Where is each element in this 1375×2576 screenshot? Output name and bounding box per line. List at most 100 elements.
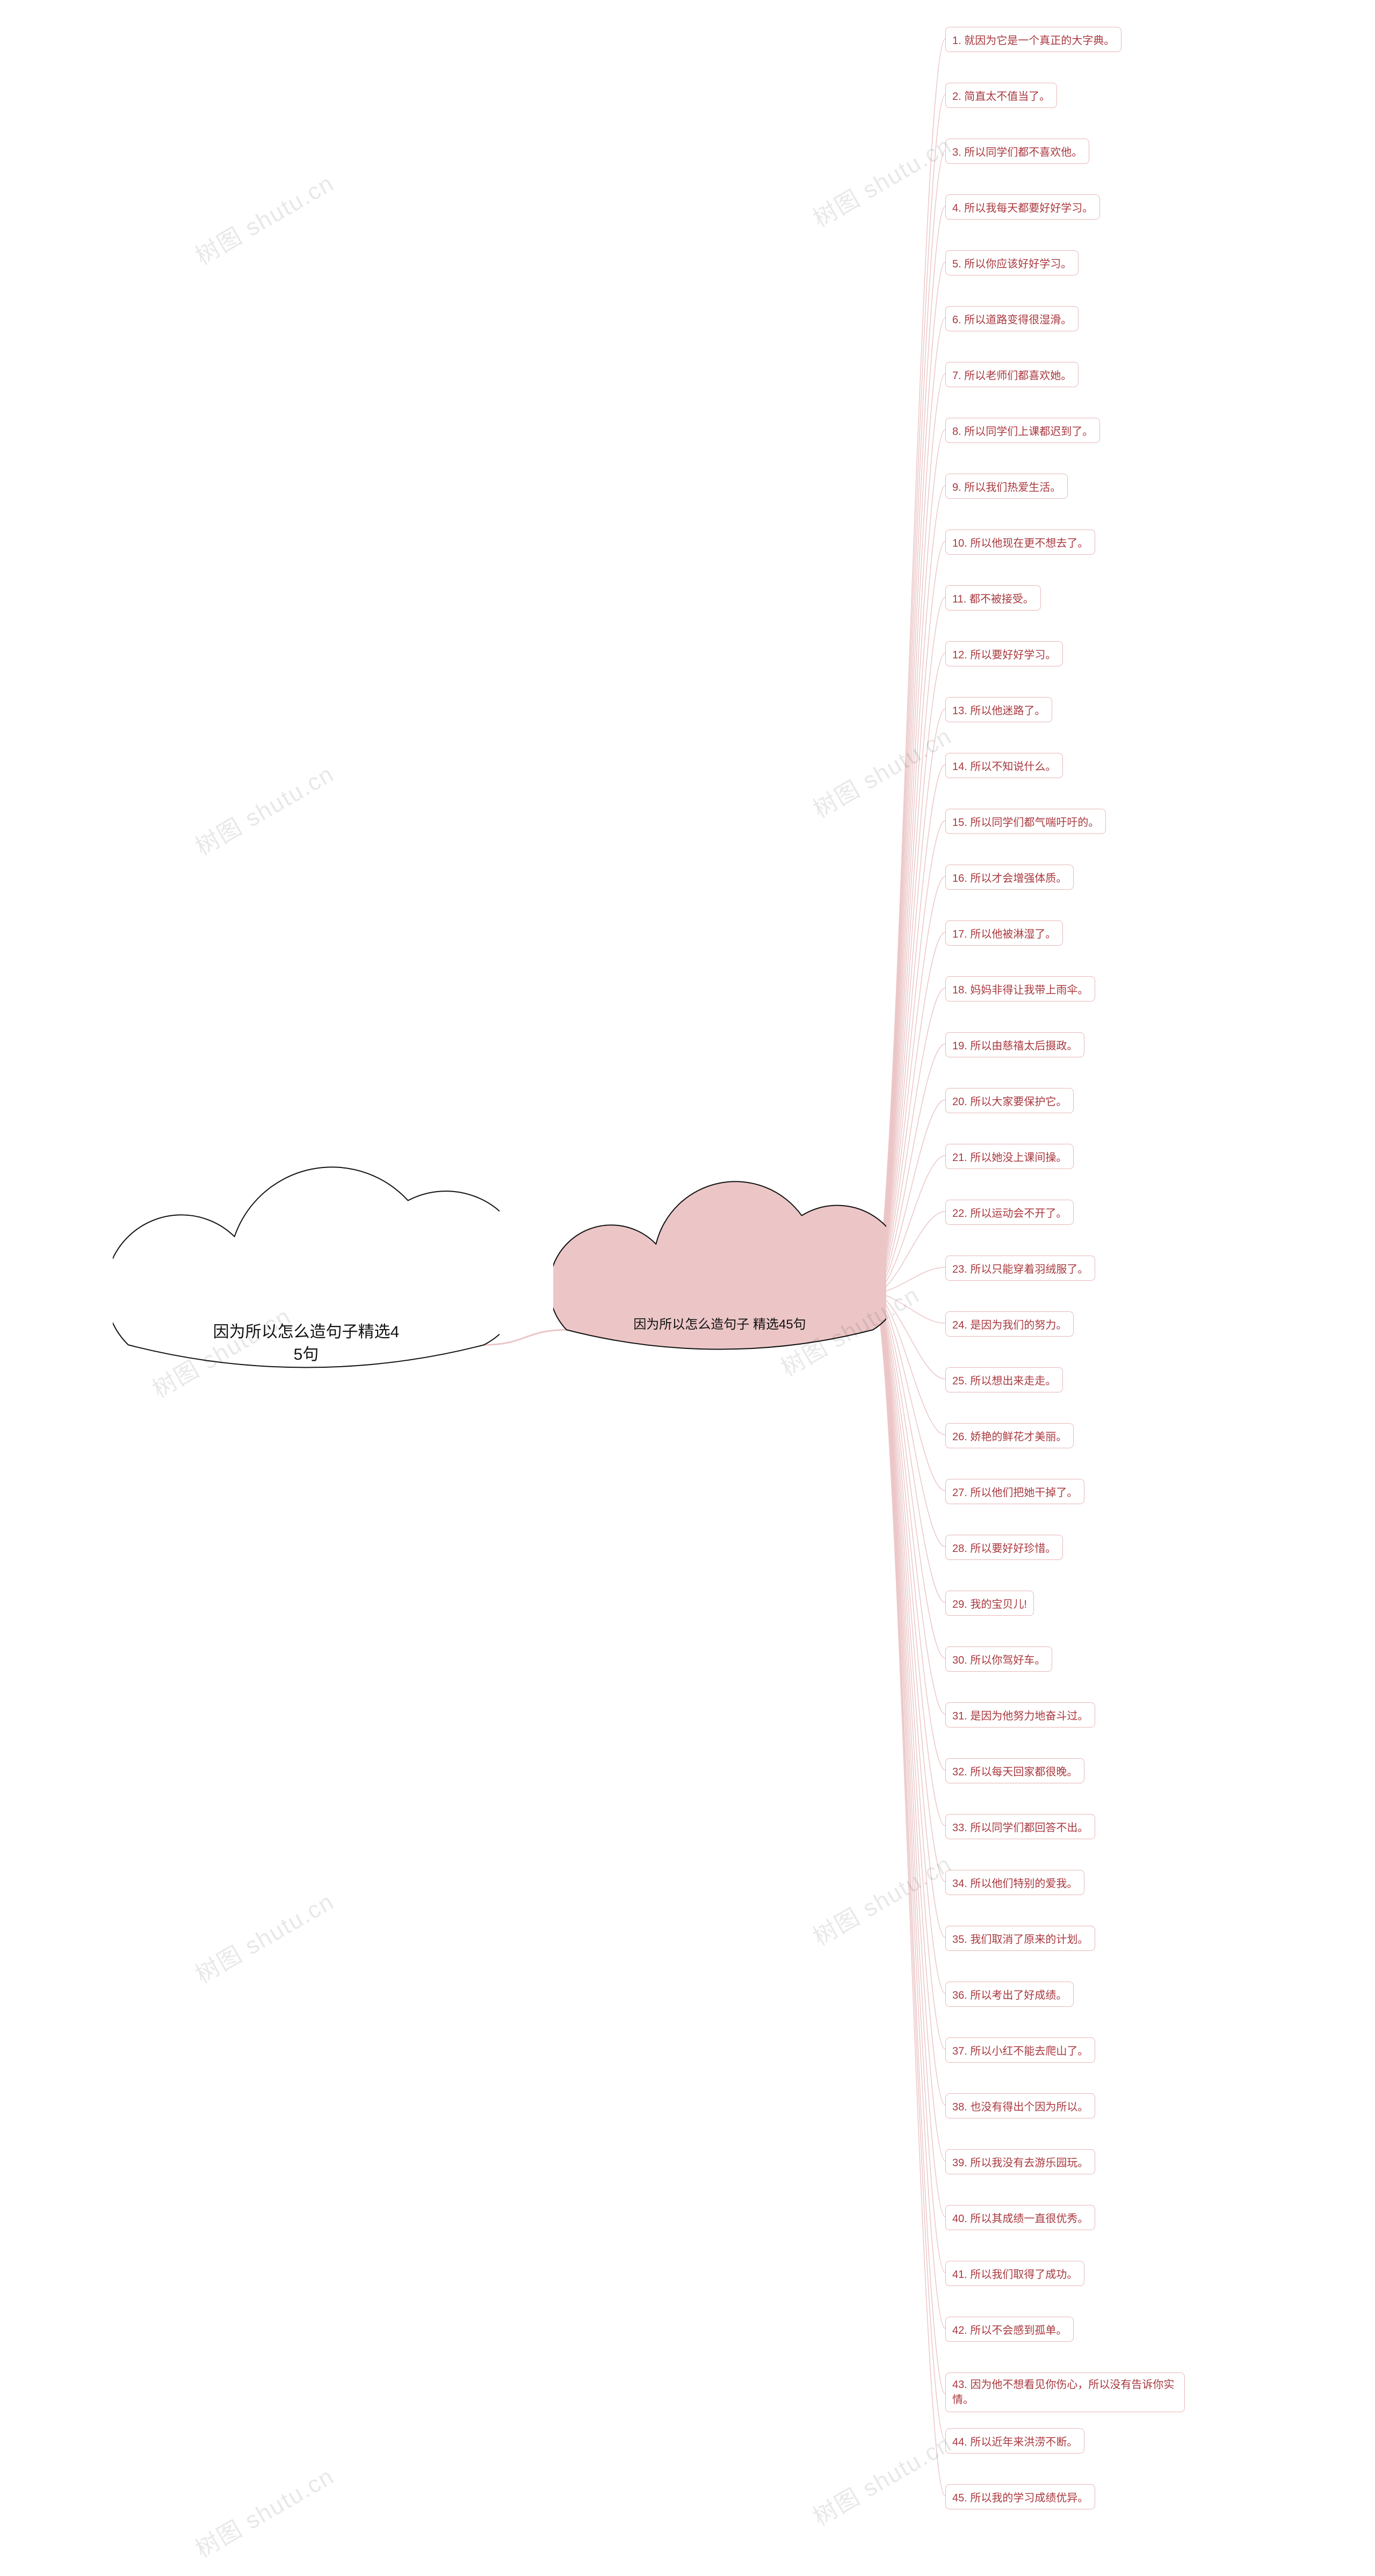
connector-mid-leaf bbox=[873, 1293, 945, 2328]
leaf-text: 15. 所以同学们都气喘吁吁的。 bbox=[945, 809, 1106, 834]
leaf-node: 3. 所以同学们都不喜欢他。 bbox=[945, 139, 1185, 194]
leaf-node: 22. 所以运动会不开了。 bbox=[945, 1200, 1185, 1256]
watermark-text: 树图 shutu.cn bbox=[806, 127, 957, 234]
leaf-text: 23. 所以只能穿着羽绒服了。 bbox=[945, 1256, 1095, 1281]
root-label-line2: 5句 bbox=[134, 1344, 478, 1366]
leaf-node: 29. 我的宝贝儿! bbox=[945, 1591, 1185, 1646]
leaf-text: 33. 所以同学们都回答不出。 bbox=[945, 1814, 1095, 1839]
connector-mid-leaf bbox=[873, 39, 945, 1293]
leaf-node: 6. 所以道路变得很湿滑。 bbox=[945, 306, 1185, 362]
leaf-text: 5. 所以你应该好好学习。 bbox=[945, 250, 1079, 275]
leaf-node: 44. 所以近年来洪涝不断。 bbox=[945, 2428, 1185, 2484]
leaf-node: 42. 所以不会感到孤单。 bbox=[945, 2317, 1185, 2372]
leaf-node: 41. 所以我们取得了成功。 bbox=[945, 2261, 1185, 2317]
leaf-text: 6. 所以道路变得很湿滑。 bbox=[945, 306, 1079, 331]
leaf-node: 32. 所以每天回家都很晚。 bbox=[945, 1758, 1185, 1814]
leaf-node: 10. 所以他现在更不想去了。 bbox=[945, 529, 1185, 585]
leaf-text: 39. 所以我没有去游乐园玩。 bbox=[945, 2149, 1095, 2174]
leaf-text: 3. 所以同学们都不喜欢他。 bbox=[945, 139, 1089, 164]
leaf-node: 45. 所以我的学习成绩优异。 bbox=[945, 2484, 1185, 2540]
leaf-node: 4. 所以我每天都要好好学习。 bbox=[945, 194, 1185, 250]
leaf-node: 35. 我们取消了原来的计划。 bbox=[945, 1926, 1185, 1982]
leaf-node: 36. 所以考出了好成绩。 bbox=[945, 1982, 1185, 2037]
leaf-node: 14. 所以不知说什么。 bbox=[945, 753, 1185, 809]
leaf-node: 7. 所以老师们都喜欢她。 bbox=[945, 362, 1185, 418]
leaf-text: 7. 所以老师们都喜欢她。 bbox=[945, 362, 1079, 387]
leaf-text: 8. 所以同学们上课都迟到了。 bbox=[945, 418, 1100, 443]
leaf-text: 35. 我们取消了原来的计划。 bbox=[945, 1926, 1095, 1951]
leaf-text: 37. 所以小红不能去爬山了。 bbox=[945, 2037, 1095, 2063]
leaf-text: 34. 所以他们特别的爱我。 bbox=[945, 1870, 1084, 1895]
leaf-text: 4. 所以我每天都要好好学习。 bbox=[945, 194, 1100, 220]
watermark-text: 树图 shutu.cn bbox=[188, 755, 339, 862]
leaf-text: 45. 所以我的学习成绩优异。 bbox=[945, 2484, 1095, 2509]
connector-mid-leaf bbox=[873, 1293, 945, 2394]
leaf-node: 20. 所以大家要保护它。 bbox=[945, 1088, 1185, 1144]
connector-mid-leaf bbox=[873, 1293, 945, 2273]
leaf-text: 14. 所以不知说什么。 bbox=[945, 753, 1063, 778]
connector-mid-leaf bbox=[873, 1293, 945, 2105]
watermark-text: 树图 shutu.cn bbox=[188, 164, 339, 272]
leaf-text: 41. 所以我们取得了成功。 bbox=[945, 2261, 1084, 2286]
leaf-node: 37. 所以小红不能去爬山了。 bbox=[945, 2037, 1185, 2093]
leaf-node: 43. 因为他不想看见你伤心，所以没有告诉你实情。 bbox=[945, 2372, 1185, 2428]
mid-cloud-label: 因为所以怎么造句子 精选45句 bbox=[553, 1316, 886, 1334]
leaf-text: 44. 所以近年来洪涝不断。 bbox=[945, 2428, 1084, 2454]
leaf-node: 28. 所以要好好珍惜。 bbox=[945, 1535, 1185, 1591]
leaf-text: 43. 因为他不想看见你伤心，所以没有告诉你实情。 bbox=[945, 2372, 1185, 2412]
connector-mid-leaf bbox=[873, 1293, 945, 2161]
leaf-text: 26. 娇艳的鲜花才美丽。 bbox=[945, 1423, 1074, 1448]
leaf-text: 38. 也没有得出个因为所以。 bbox=[945, 2093, 1095, 2118]
leaf-node: 23. 所以只能穿着羽绒服了。 bbox=[945, 1256, 1185, 1311]
leaf-text: 1. 就因为它是一个真正的大字典。 bbox=[945, 27, 1121, 52]
leaf-node: 19. 所以由慈禧太后摄政。 bbox=[945, 1032, 1185, 1088]
leaf-node: 27. 所以他们把她干掉了。 bbox=[945, 1479, 1185, 1535]
connector-mid-leaf bbox=[873, 430, 945, 1293]
leaf-text: 36. 所以考出了好成绩。 bbox=[945, 1982, 1074, 2007]
leaf-text: 42. 所以不会感到孤单。 bbox=[945, 2317, 1074, 2342]
leaf-node: 8. 所以同学们上课都迟到了。 bbox=[945, 418, 1185, 474]
leaf-text: 2. 简直太不值当了。 bbox=[945, 83, 1057, 108]
leaf-node: 40. 所以其成绩一直很优秀。 bbox=[945, 2205, 1185, 2261]
watermark-text: 树图 shutu.cn bbox=[188, 2457, 339, 2565]
root-cloud-label: 因为所以怎么造句子精选45句 bbox=[113, 1321, 500, 1366]
leaf-text: 9. 所以我们热爱生活。 bbox=[945, 474, 1068, 499]
leaf-text: 18. 妈妈非得让我带上雨伞。 bbox=[945, 976, 1095, 1002]
connector-mid-leaf bbox=[873, 1293, 945, 2049]
leaf-text: 19. 所以由慈禧太后摄政。 bbox=[945, 1032, 1084, 1057]
connector-mid-leaf bbox=[873, 1293, 945, 1882]
leaf-node: 18. 妈妈非得让我带上雨伞。 bbox=[945, 976, 1185, 1032]
connector-mid-leaf bbox=[873, 1293, 945, 2496]
watermark-text: 树图 shutu.cn bbox=[806, 717, 957, 825]
connector-mid-leaf bbox=[873, 1293, 945, 1993]
connector-mid-leaf bbox=[873, 95, 945, 1293]
connector-mid-leaf bbox=[873, 262, 945, 1293]
leaf-node: 17. 所以他被淋湿了。 bbox=[945, 920, 1185, 976]
leaf-text: 10. 所以他现在更不想去了。 bbox=[945, 529, 1095, 555]
watermark-text: 树图 shutu.cn bbox=[806, 1845, 957, 1953]
connector-mid-leaf bbox=[873, 206, 945, 1293]
leaf-node: 16. 所以才会增强体质。 bbox=[945, 865, 1185, 920]
watermark-text: 树图 shutu.cn bbox=[806, 2425, 957, 2533]
leaf-text: 31. 是因为他努力地奋斗过。 bbox=[945, 1702, 1095, 1728]
leaf-node: 33. 所以同学们都回答不出。 bbox=[945, 1814, 1185, 1870]
leaf-node: 9. 所以我们热爱生活。 bbox=[945, 474, 1185, 529]
connector-mid-leaf bbox=[873, 150, 945, 1293]
connector-mid-leaf bbox=[873, 1293, 945, 2440]
leaf-text: 40. 所以其成绩一直很优秀。 bbox=[945, 2205, 1095, 2230]
leaf-node: 38. 也没有得出个因为所以。 bbox=[945, 2093, 1185, 2149]
leaf-node: 30. 所以你驾好车。 bbox=[945, 1646, 1185, 1702]
leaf-node: 31. 是因为他努力地奋斗过。 bbox=[945, 1702, 1185, 1758]
leaf-node: 39. 所以我没有去游乐园玩。 bbox=[945, 2149, 1185, 2205]
connector-mid-leaf bbox=[873, 1293, 945, 2217]
leaf-text: 22. 所以运动会不开了。 bbox=[945, 1200, 1074, 1225]
leaf-text: 32. 所以每天回家都很晚。 bbox=[945, 1758, 1084, 1783]
connector-mid-leaf bbox=[873, 318, 945, 1293]
leaf-node: 2. 简直太不值当了。 bbox=[945, 83, 1185, 139]
leaf-text: 17. 所以他被淋湿了。 bbox=[945, 920, 1063, 946]
leaf-node: 25. 所以想出来走走。 bbox=[945, 1367, 1185, 1423]
leaf-node: 15. 所以同学们都气喘吁吁的。 bbox=[945, 809, 1185, 865]
mindmap-canvas: 因为所以怎么造句子精选45句 因为所以怎么造句子 精选45句 1. 就因为它是一… bbox=[0, 0, 1375, 2576]
leaf-node: 24. 是因为我们的努力。 bbox=[945, 1311, 1185, 1367]
connector-mid-leaf bbox=[873, 374, 945, 1293]
